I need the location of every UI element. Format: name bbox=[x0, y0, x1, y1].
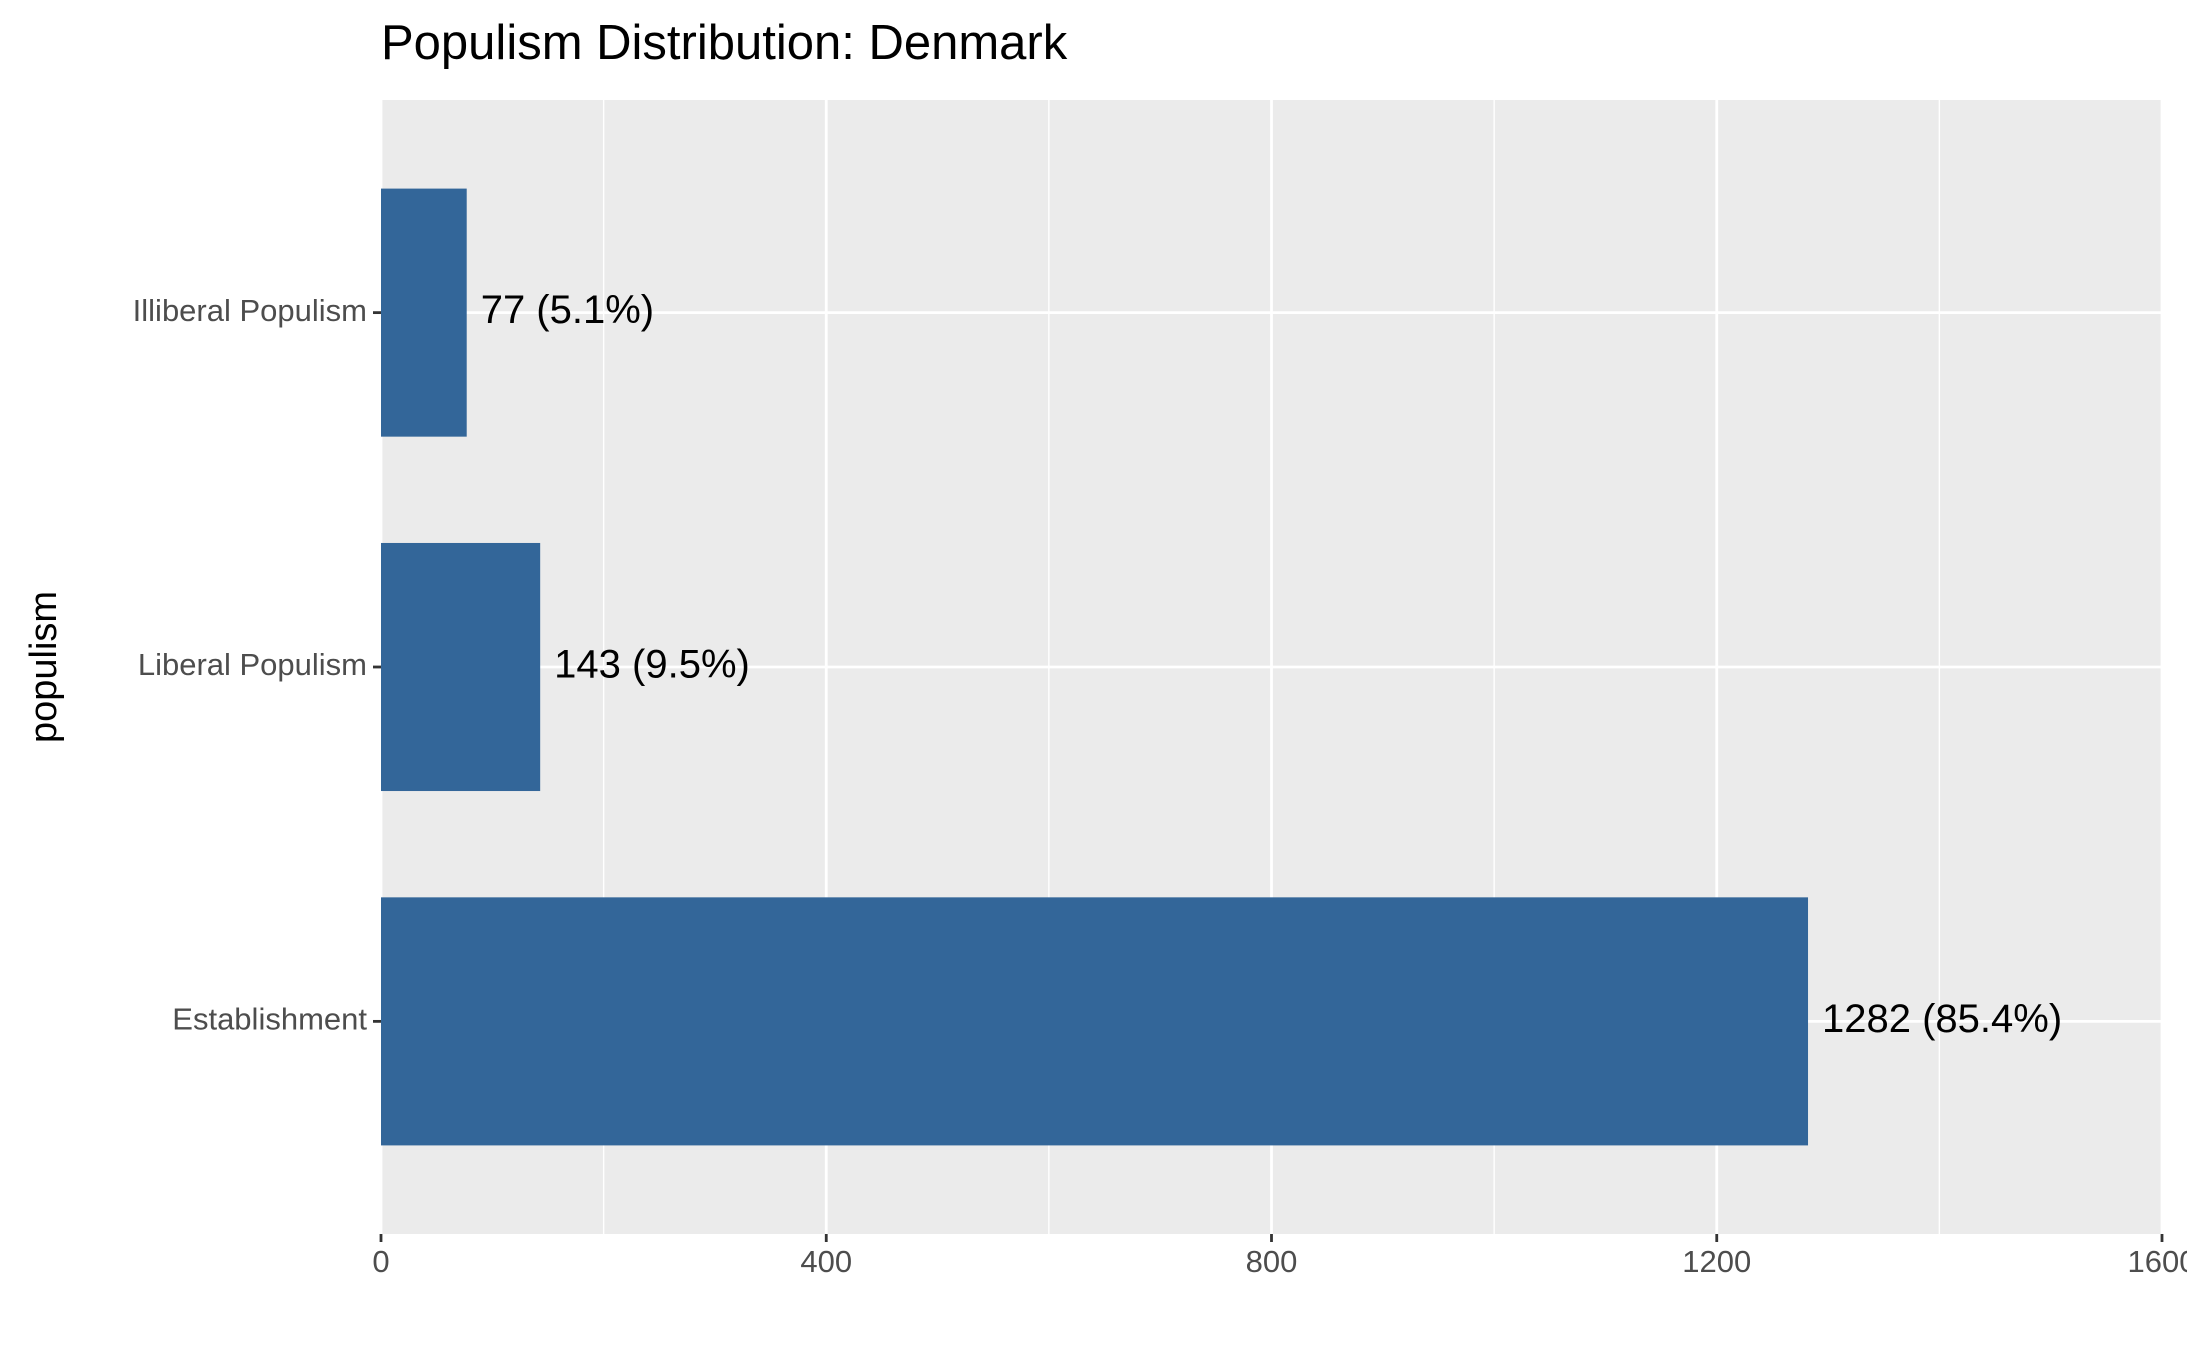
value-label: 1282 (85.4%) bbox=[1822, 997, 2062, 1041]
x-tick-label: 400 bbox=[800, 1244, 852, 1279]
x-tick-label: 800 bbox=[1246, 1244, 1298, 1279]
bar bbox=[381, 188, 467, 437]
y-tick-label: Illiberal Populism bbox=[133, 293, 367, 328]
value-label: 77 (5.1%) bbox=[481, 288, 654, 332]
y-axis-label: populism bbox=[23, 591, 65, 743]
bar bbox=[381, 542, 541, 792]
value-label: 143 (9.5%) bbox=[554, 643, 750, 687]
x-tick-label: 0 bbox=[372, 1244, 389, 1279]
bar bbox=[381, 897, 1809, 1146]
chart-title: Populism Distribution: Denmark bbox=[381, 16, 1068, 70]
x-tick-label: 1200 bbox=[1682, 1244, 1751, 1279]
x-tick-label: 1600 bbox=[2128, 1244, 2187, 1279]
y-tick-label: Liberal Populism bbox=[138, 647, 367, 682]
y-tick-label: Establishment bbox=[172, 1002, 367, 1037]
